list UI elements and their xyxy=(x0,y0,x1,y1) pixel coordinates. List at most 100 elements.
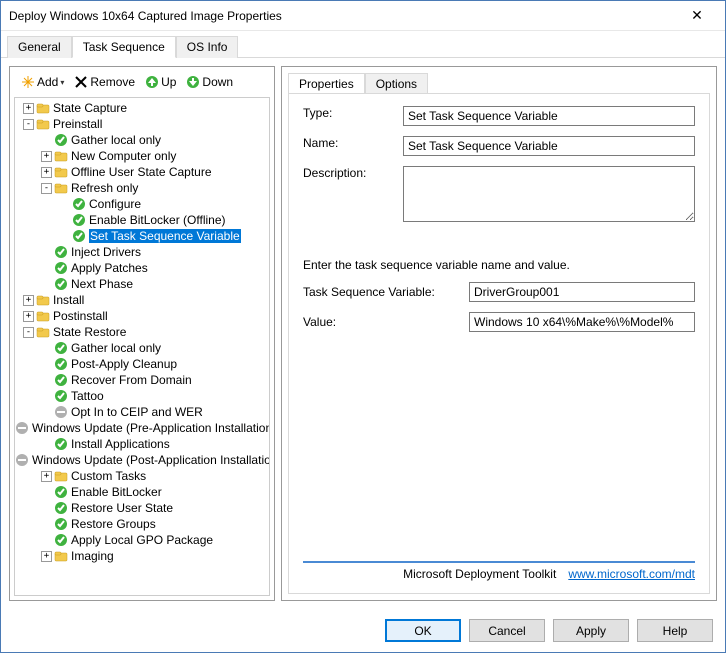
close-button[interactable]: ✕ xyxy=(677,2,717,30)
tree-item[interactable]: Configure xyxy=(15,196,269,212)
expand-icon[interactable]: + xyxy=(41,167,52,178)
ok-icon xyxy=(54,357,68,371)
tree-item-label: Restore User State xyxy=(71,501,173,515)
ts-variable-row: Task Sequence Variable: xyxy=(303,282,695,302)
tree-item[interactable]: Post-Apply Cleanup xyxy=(15,356,269,372)
tree-item[interactable]: Enable BitLocker xyxy=(15,484,269,500)
tree-item[interactable]: Restore User State xyxy=(15,500,269,516)
tree-item-label: Inject Drivers xyxy=(71,245,141,259)
tree-item[interactable]: Opt In to CEIP and WER xyxy=(15,404,269,420)
tree-item[interactable]: + Postinstall xyxy=(15,308,269,324)
caret-down-icon: ▾ xyxy=(60,78,64,87)
tree-item[interactable]: +Custom Tasks xyxy=(15,468,269,484)
ok-icon xyxy=(72,229,86,243)
collapse-icon[interactable]: - xyxy=(23,119,34,130)
tree-item[interactable]: Apply Local GPO Package xyxy=(15,532,269,548)
ok-icon xyxy=(72,213,86,227)
folder-icon xyxy=(54,549,68,563)
tree-item[interactable]: Apply Patches xyxy=(15,260,269,276)
tree-item-label: Tattoo xyxy=(71,389,104,403)
tree-item[interactable]: Gather local only xyxy=(15,132,269,148)
ok-icon xyxy=(54,437,68,451)
tab-task-sequence[interactable]: Task Sequence xyxy=(72,36,176,58)
tree-item[interactable]: Windows Update (Post-Application Install… xyxy=(15,452,269,468)
tree-item[interactable]: +Install xyxy=(15,292,269,308)
tree-item-label: New Computer only xyxy=(71,149,176,163)
tree-item[interactable]: Windows Update (Pre-Application Installa… xyxy=(15,420,269,436)
tree-item[interactable]: Inject Drivers xyxy=(15,244,269,260)
cancel-button[interactable]: Cancel xyxy=(469,619,545,642)
tree-item-label: State Capture xyxy=(53,101,127,115)
remove-button[interactable]: Remove xyxy=(71,73,138,91)
folder-icon xyxy=(54,165,68,179)
ok-button[interactable]: OK xyxy=(385,619,461,642)
tree-item[interactable]: +Offline User State Capture xyxy=(15,164,269,180)
right-panel: PropertiesOptions Type: Set Task Sequenc… xyxy=(281,66,717,601)
tree-item-label: Apply Patches xyxy=(71,261,148,275)
outer-tabstrip: GeneralTask SequenceOS Info xyxy=(1,31,725,58)
body-area: Add ▾ Remove Up Down + State Capture - Prei… xyxy=(1,58,725,609)
expand-icon[interactable]: + xyxy=(23,295,34,306)
tree-toolbar: Add ▾ Remove Up Down xyxy=(14,71,270,97)
tree-item-label: Configure xyxy=(89,197,141,211)
inner-tab-properties[interactable]: Properties xyxy=(288,73,365,94)
tree-item[interactable]: Restore Groups xyxy=(15,516,269,532)
tree-item-label: Next Phase xyxy=(71,277,133,291)
add-button[interactable]: Add ▾ xyxy=(18,73,67,91)
expand-icon[interactable]: + xyxy=(41,471,52,482)
footer-brand: Microsoft Deployment Toolkit www.microso… xyxy=(303,561,695,581)
up-button[interactable]: Up xyxy=(142,73,179,91)
tree-item-label: Post-Apply Cleanup xyxy=(71,357,177,371)
folder-icon xyxy=(36,293,50,307)
help-button[interactable]: Help xyxy=(637,619,713,642)
tree-item[interactable]: -Refresh only xyxy=(15,180,269,196)
tree-item[interactable]: -State Restore xyxy=(15,324,269,340)
collapse-icon[interactable]: - xyxy=(41,183,52,194)
tree-item[interactable]: Next Phase xyxy=(15,276,269,292)
tree-item[interactable]: + Imaging xyxy=(15,548,269,564)
tree-item[interactable]: Tattoo xyxy=(15,388,269,404)
expand-icon[interactable]: + xyxy=(23,311,34,322)
tree-item[interactable]: Recover From Domain xyxy=(15,372,269,388)
tree-item[interactable]: Enable BitLocker (Offline) xyxy=(15,212,269,228)
tab-os-info[interactable]: OS Info xyxy=(176,36,239,58)
description-input[interactable] xyxy=(403,166,695,222)
ok-icon xyxy=(72,197,86,211)
tab-general[interactable]: General xyxy=(7,36,72,58)
tree-item-label: Enable BitLocker xyxy=(71,485,162,499)
task-sequence-tree[interactable]: + State Capture - Preinstall Gather local on… xyxy=(15,98,269,595)
down-button[interactable]: Down xyxy=(183,73,236,91)
folder-icon xyxy=(36,117,50,131)
folder-icon xyxy=(36,101,50,115)
tree-item[interactable]: - Preinstall xyxy=(15,116,269,132)
tree-item-label: Gather local only xyxy=(71,133,161,147)
tree-item[interactable]: Install Applications xyxy=(15,436,269,452)
tree-item-label: Gather local only xyxy=(71,341,161,355)
expand-icon[interactable]: + xyxy=(41,151,52,162)
ts-variable-input[interactable] xyxy=(469,282,695,302)
expand-icon[interactable]: + xyxy=(41,551,52,562)
tree-item[interactable]: Gather local only xyxy=(15,340,269,356)
value-input[interactable] xyxy=(469,312,695,332)
tree-item-label: Preinstall xyxy=(53,117,102,131)
type-field: Set Task Sequence Variable xyxy=(403,106,695,126)
dialog-window: Deploy Windows 10x64 Captured Image Prop… xyxy=(0,0,726,653)
collapse-icon[interactable]: - xyxy=(23,327,34,338)
expand-icon[interactable]: + xyxy=(23,103,34,114)
folder-icon xyxy=(36,309,50,323)
tree-item[interactable]: Set Task Sequence Variable xyxy=(15,228,269,244)
tree-item-label: Postinstall xyxy=(53,309,108,323)
ok-icon xyxy=(54,261,68,275)
ok-icon xyxy=(54,277,68,291)
tree-item[interactable]: + State Capture xyxy=(15,100,269,116)
tree-item[interactable]: + New Computer only xyxy=(15,148,269,164)
tree-item-label: Imaging xyxy=(71,549,114,563)
ok-icon xyxy=(54,533,68,547)
apply-button[interactable]: Apply xyxy=(553,619,629,642)
tree-item-label: Windows Update (Post-Application Install… xyxy=(32,453,269,467)
name-input[interactable] xyxy=(403,136,695,156)
tree-item-label: Recover From Domain xyxy=(71,373,192,387)
left-panel: Add ▾ Remove Up Down + State Capture - Prei… xyxy=(9,66,275,601)
brand-link[interactable]: www.microsoft.com/mdt xyxy=(568,567,695,581)
inner-tab-options[interactable]: Options xyxy=(365,73,428,94)
